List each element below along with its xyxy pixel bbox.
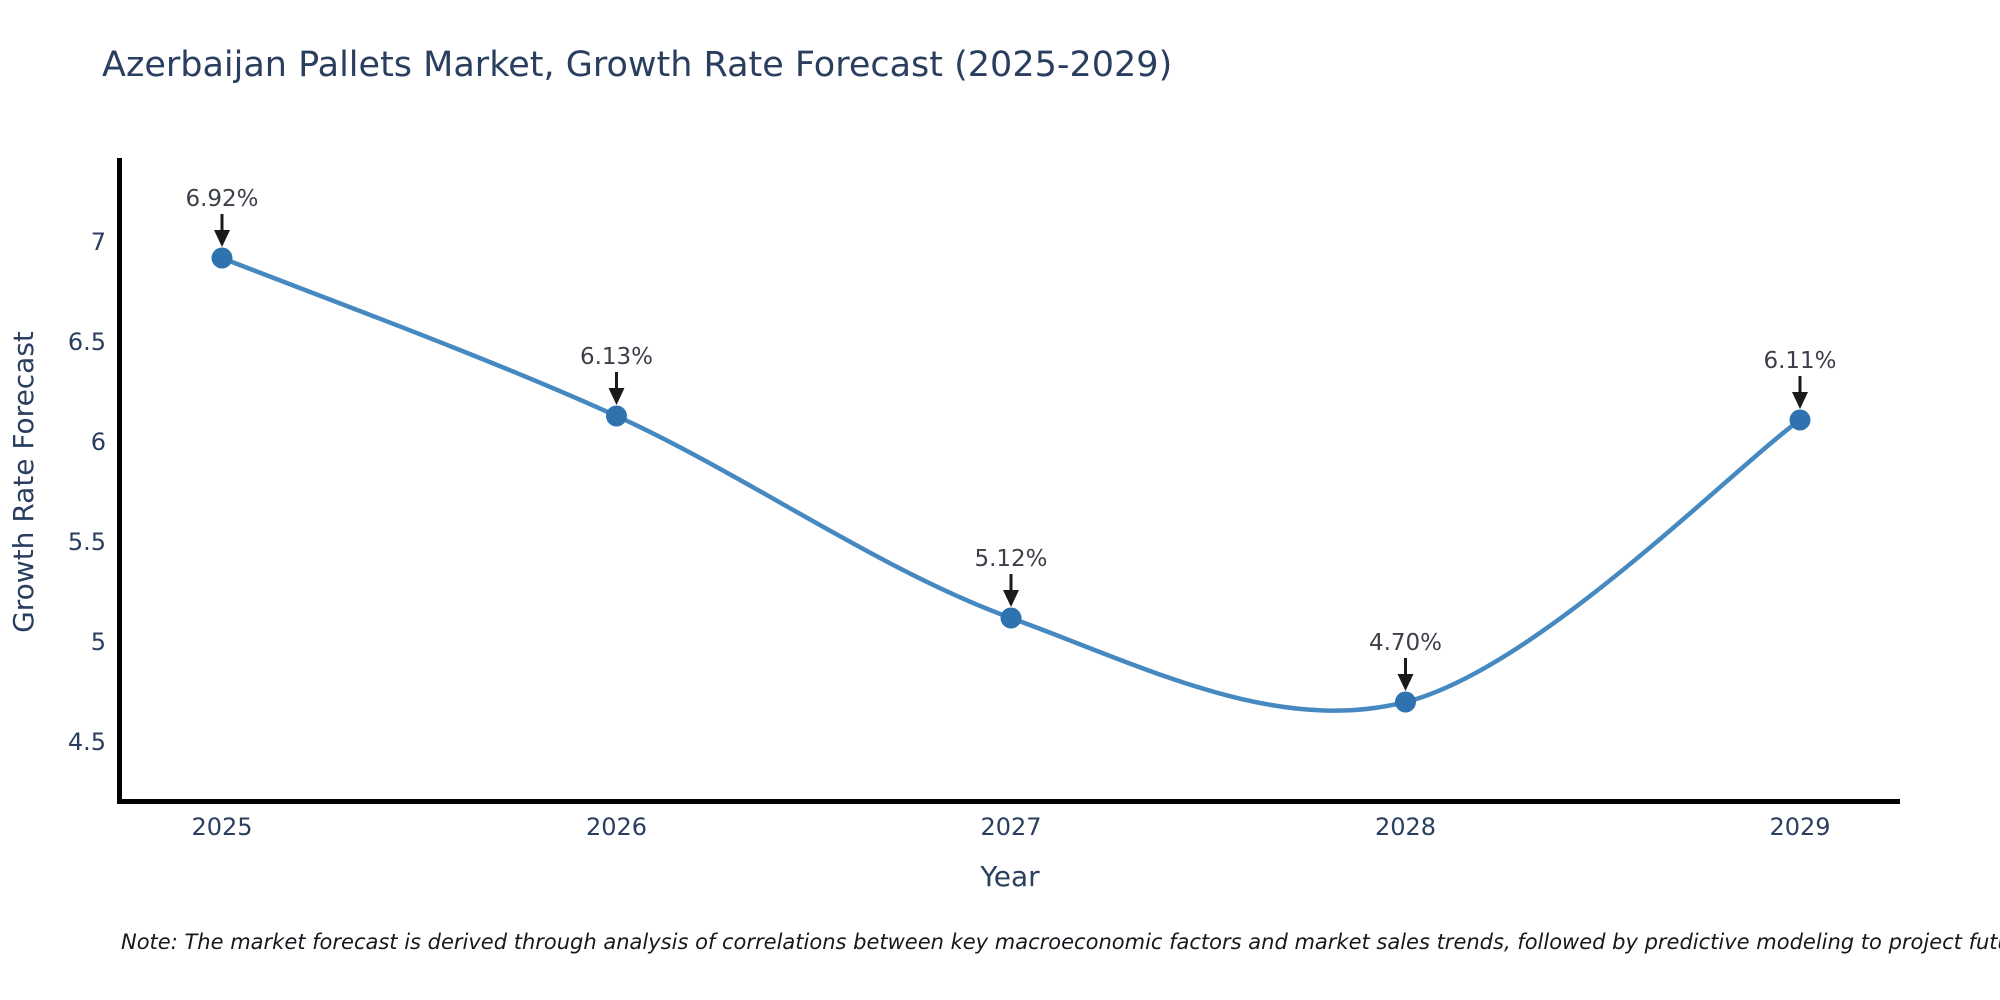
series-line: [219, 255, 1803, 713]
axes: [117, 158, 1900, 804]
y-tick-label: 5: [91, 628, 106, 656]
data-point-marker: [606, 405, 627, 427]
x-tick-label: 2027: [980, 813, 1041, 841]
data-point-label: 4.70%: [1369, 630, 1442, 656]
x-tick-label: 2029: [1769, 813, 1830, 841]
data-point-label: 6.92%: [185, 186, 258, 212]
y-tick-label: 7: [91, 228, 106, 256]
y-tick-labels: 4.5 5 5.5 6 6.5 7: [68, 228, 106, 756]
data-point-marker: [1000, 607, 1022, 629]
annotation-arrow-head: [608, 388, 625, 405]
annotation-arrow-head: [1003, 590, 1019, 607]
x-axis-title: Year: [979, 860, 1040, 893]
annotation-arrow-head: [1792, 392, 1808, 409]
data-point-marker: [211, 247, 233, 269]
y-axis-title: Growth Rate Forecast: [7, 331, 40, 633]
data-point-marker: [1789, 409, 1811, 431]
data-point-label: 6.13%: [580, 344, 653, 370]
data-points: [211, 247, 1811, 713]
growth-rate-line: [219, 255, 1803, 713]
chart-title: Azerbaijan Pallets Market, Growth Rate F…: [102, 45, 1173, 85]
x-tick-label: 2025: [191, 813, 252, 841]
annotation-arrow-head: [214, 230, 230, 247]
x-tick-labels: 2025 2026 2027 2028 2029: [191, 813, 1830, 841]
footnote: Note: The market forecast is derived thr…: [121, 930, 2000, 954]
y-tick-label: 4.5: [68, 728, 106, 756]
data-point-label: 5.12%: [974, 546, 1047, 572]
data-point-label: 6.11%: [1763, 348, 1836, 374]
annotations: 6.92% 6.13% 5.12% 4.70% 6.11%: [185, 186, 1837, 691]
annotation-arrow-head: [1397, 674, 1414, 691]
y-tick-label: 5.5: [68, 528, 106, 556]
x-tick-label: 2028: [1375, 813, 1436, 841]
y-tick-label: 6: [91, 428, 106, 456]
data-point-marker: [1395, 691, 1416, 713]
x-tick-label: 2026: [586, 813, 647, 841]
y-tick-label: 6.5: [68, 328, 106, 356]
